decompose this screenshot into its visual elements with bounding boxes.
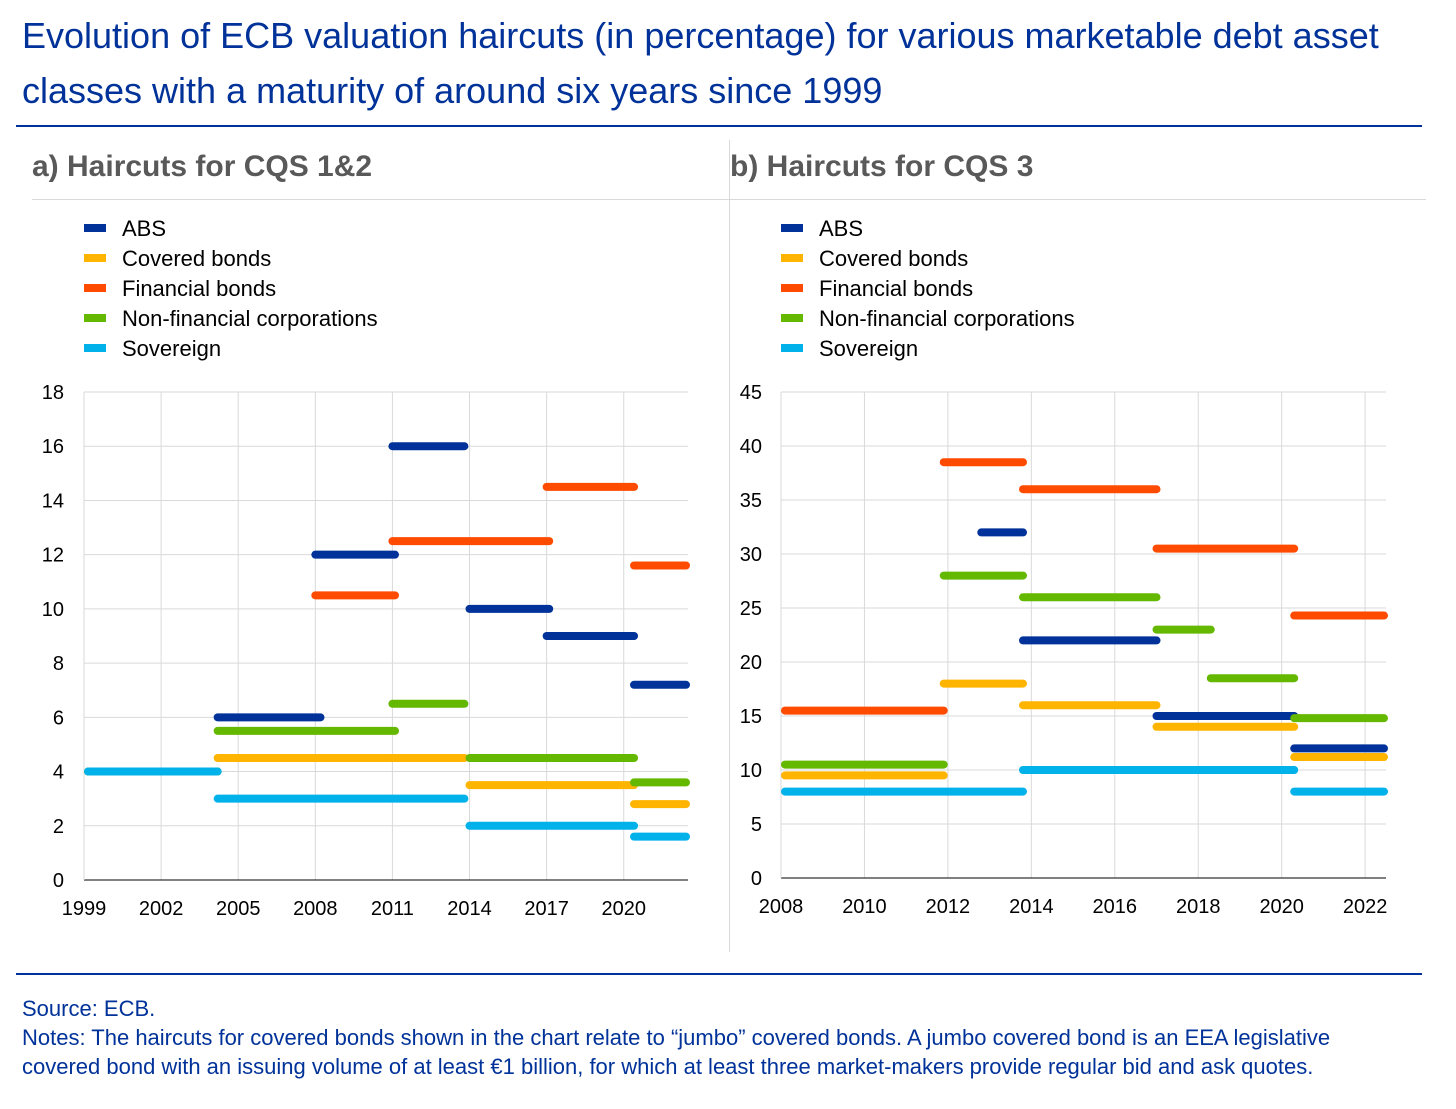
panel-a-legend-swatch-covered-bonds [84, 254, 106, 262]
chart-title: Evolution of ECB valuation haircuts (in … [22, 15, 1379, 111]
panel-a-legend-swatch-sovereign [84, 344, 106, 352]
panel-b-legend-swatch-abs [781, 224, 803, 232]
panel-a-y-tick-label: 18 [42, 382, 64, 404]
notes-line-2: covered bond with an issuing volume of a… [22, 1054, 1314, 1079]
panel-a-x-tick-label: 2002 [139, 898, 184, 920]
panel-a-x-tick-label: 2008 [293, 898, 338, 920]
source-note: Source: ECB. [22, 996, 156, 1021]
panel-a-legend-swatch-financial-bonds [84, 284, 106, 292]
footer: Source: ECB. Notes: The haircuts for cov… [22, 994, 1442, 1081]
panel-b-legend-label-covered-bonds: Covered bonds [819, 246, 968, 271]
panel-b-legend-swatch-financial-bonds [781, 284, 803, 292]
panel-a-y-tick-label: 4 [53, 762, 64, 784]
panel-b-x-tick-label: 2022 [1343, 896, 1388, 918]
bottom-rule [16, 973, 1422, 975]
panel-b-legend-label-abs: ABS [819, 216, 863, 241]
panel-b-y-tick-label: 40 [740, 436, 762, 458]
panel-a-legend-label-financial-bonds: Financial bonds [122, 276, 276, 301]
panel-b-legend-label-sovereign: Sovereign [819, 336, 918, 361]
panel-a-legend-swatch-abs [84, 224, 106, 232]
panel-a-title: a) Haircuts for CQS 1&2 [32, 150, 373, 183]
panel-b-x-tick-label: 2014 [1009, 896, 1054, 918]
panel-a-x-tick-label: 2020 [601, 898, 646, 920]
panel-b-legend-label-financial-bonds: Financial bonds [819, 276, 973, 301]
panel-b-y-tick-label: 25 [740, 598, 762, 620]
panel-b-legend-swatch-covered-bonds [781, 254, 803, 262]
panel-b-legend-label-non-financial-corporations: Non-financial corporations [819, 306, 1075, 331]
panel-b-title: b) Haircuts for CQS 3 [730, 150, 1034, 183]
top-rule [16, 125, 1422, 127]
panel-b-y-tick-label: 15 [740, 706, 762, 728]
panel-b-x-tick-label: 2018 [1176, 896, 1221, 918]
panel-b-y-tick-label: 30 [740, 544, 762, 566]
panel-b-x-tick-label: 2016 [1093, 896, 1138, 918]
panel-b-x-tick-label: 2020 [1259, 896, 1304, 918]
panel-b-x-tick-label: 2010 [842, 896, 887, 918]
panel-a-x-tick-label: 2017 [524, 898, 569, 920]
panel-b-x-tick-label: 2012 [926, 896, 971, 918]
panel-a-x-tick-label: 2014 [447, 898, 492, 920]
panel-a-x-tick-label: 2005 [216, 898, 261, 920]
panel-b-y-tick-label: 45 [740, 382, 762, 404]
panel-a-y-tick-label: 16 [42, 436, 64, 458]
panel-b-legend-swatch-sovereign [781, 344, 803, 352]
panel-b-chart: 0 5 10 15 20 25 30 35 40 45 2008 2010 2012 2014 2016 20… [740, 216, 1388, 918]
panel-a-y-tick-label: 12 [42, 545, 64, 567]
panel-b-legend-swatch-non-financial-corporations [781, 314, 803, 322]
panel-a-y-tick-label: 10 [42, 599, 64, 621]
panel-a-legend-label-sovereign: Sovereign [122, 336, 221, 361]
panel-a-legend-swatch-non-financial-corporations [84, 314, 106, 322]
panel-a-legend-label-abs: ABS [122, 216, 166, 241]
panel-b-y-tick-label: 20 [740, 652, 762, 674]
panel-b-y-tick-label: 5 [751, 814, 762, 836]
panel-b-y-tick-label: 0 [751, 868, 762, 890]
panel-divider [729, 140, 730, 952]
panel-a-y-tick-label: 14 [42, 490, 64, 512]
notes-line-1: Notes: The haircuts for covered bonds sh… [22, 1025, 1331, 1050]
panel-a-legend-label-non-financial-corporations: Non-financial corporations [122, 306, 378, 331]
panel-b-y-tick-label: 10 [740, 760, 762, 782]
panel-b-y-tick-label: 35 [740, 490, 762, 512]
panel-b-x-tick-label: 2008 [759, 896, 804, 918]
panel-a-x-tick-label: 2011 [371, 898, 414, 920]
panel-a-y-tick-label: 2 [53, 816, 64, 838]
panel-a-y-tick-label: 0 [53, 870, 64, 892]
panel-a-x-tick-label: 1999 [62, 898, 107, 920]
panel-a-y-tick-label: 6 [53, 707, 64, 729]
panel-a-chart: 0 2 4 6 8 10 12 14 16 18 1999 2002 2005 2008 2011 2014 2… [42, 216, 690, 920]
panel-a-legend-label-covered-bonds: Covered bonds [122, 246, 271, 271]
panel-a-y-tick-label: 8 [53, 653, 64, 675]
